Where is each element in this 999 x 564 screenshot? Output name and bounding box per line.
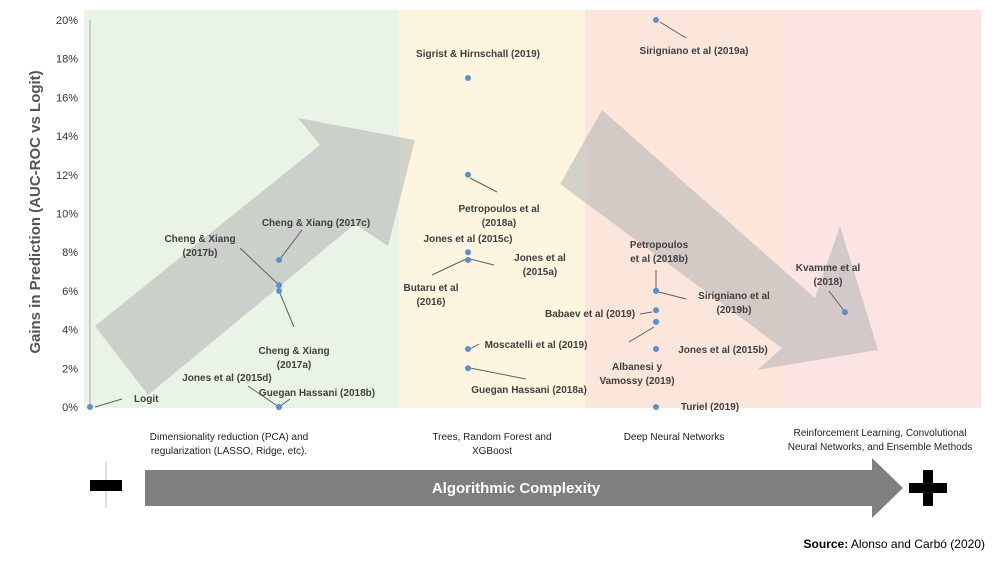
point-label: Sigrist & Hirnschall (2019)	[416, 49, 540, 60]
source-text: Alonso and Carbó (2020)	[850, 537, 985, 551]
category-label: Reinforcement Learning, Convolutional Neu…	[788, 428, 973, 453]
point-label: Jones et al (2015c)	[424, 234, 513, 245]
point-label: Guegan Hassani (2018a)	[471, 385, 587, 396]
leader-line	[469, 343, 480, 350]
y-tick-label: 10%	[56, 209, 78, 221]
point-label: Petropoulos et al (2018a)	[458, 204, 539, 229]
category-label: Dimensionality reduction (PCA) and regula…	[150, 432, 308, 457]
point-label: Sirigniano et al (2019b)	[698, 291, 770, 316]
point-labels: Logit Jones et al (2015d) Guegan Hassani (…	[134, 46, 860, 413]
complexity-arrow	[145, 458, 903, 518]
data-point	[653, 17, 659, 23]
data-point	[653, 404, 659, 410]
y-axis: 0% 2% 4% 6% 8% 10% 12% 14% 16% 18% 20%	[56, 15, 91, 414]
point-label: Jones et al (2015d)	[182, 373, 271, 384]
data-point	[276, 404, 282, 410]
complexity-axis: Algorithmic Complexity	[90, 458, 947, 518]
data-point	[653, 307, 659, 314]
leader-line	[828, 290, 846, 313]
point-label: Moscatelli et al (2019)	[485, 340, 588, 351]
complexity-arrow-label: Algorithmic Complexity	[432, 480, 601, 497]
deco-arrow-right	[560, 110, 878, 370]
leader-lines	[94, 21, 846, 408]
data-point	[465, 256, 471, 263]
point-label: Turiel (2019)	[681, 402, 739, 413]
source-label: Source:	[803, 537, 849, 551]
leader-line	[628, 326, 655, 343]
data-point	[465, 75, 471, 82]
data-point	[276, 256, 282, 263]
category-label: Trees, Random Forest and XGBoost	[432, 432, 551, 457]
y-tick-label: 18%	[56, 54, 78, 66]
data-point	[842, 309, 848, 316]
y-tick-label: 14%	[56, 131, 78, 143]
point-label: Babaev et al (2019)	[545, 309, 635, 320]
leader-line	[469, 258, 495, 266]
y-tick-label: 20%	[56, 15, 78, 27]
leader-line	[278, 290, 295, 328]
y-tick-label: 12%	[56, 170, 78, 182]
deco-arrow-left	[95, 118, 415, 395]
y-axis-label: Gains in Prediction (AUC-ROC vs Logit)	[27, 70, 44, 353]
source-note: Source: Alonso and Carbó (2020)	[804, 537, 985, 551]
data-point	[87, 404, 93, 410]
point-label: Guegan Hassani (2018b)	[259, 388, 375, 399]
leader-line	[639, 311, 653, 315]
category-labels: Dimensionality reduction (PCA) and regula…	[150, 428, 972, 457]
leader-line	[431, 258, 467, 276]
point-label: Cheng & Xiang (2017b)	[164, 234, 235, 259]
leader-line	[279, 229, 303, 260]
y-tick-label: 16%	[56, 92, 78, 104]
leader-line	[658, 291, 687, 300]
leader-line	[94, 398, 123, 408]
decorative-arrows	[95, 110, 878, 395]
y-tick-label: 2%	[62, 363, 78, 375]
point-label: Cheng & Xiang (2017a)	[258, 346, 329, 371]
plus-sign-v	[923, 470, 933, 506]
leader-line	[239, 247, 280, 286]
point-label: Butaru et al (2016)	[403, 283, 458, 308]
leader-line	[469, 367, 527, 380]
y-tick-label: 4%	[62, 325, 78, 337]
leader-line	[469, 177, 498, 193]
y-tick-label: 6%	[62, 286, 78, 298]
data-point	[465, 345, 471, 352]
leader-line	[659, 21, 687, 39]
leader-line	[247, 385, 280, 408]
point-label: Sirigniano et al (2019a)	[640, 46, 749, 57]
point-label: Cheng & Xiang (2017c)	[262, 218, 370, 229]
data-point	[465, 171, 471, 178]
region-2	[399, 10, 585, 408]
point-label: Jones et al (2015a)	[514, 253, 566, 278]
data-point	[276, 282, 282, 289]
y-tick-label: 0%	[62, 402, 78, 414]
y-tick-label: 8%	[62, 247, 78, 259]
data-point	[465, 365, 471, 372]
point-label: Albanesi y Vamossy (2019)	[599, 362, 674, 387]
point-label: Petropoulos et al (2018b)	[630, 240, 689, 265]
point-label: Logit	[134, 394, 159, 405]
data-points	[87, 17, 848, 410]
point-label: Kvamme et al (2018)	[796, 263, 861, 288]
category-label: Deep Neural Networks	[624, 432, 725, 443]
point-label: Jones et al (2015b)	[678, 345, 767, 356]
data-point	[653, 287, 659, 294]
data-point	[653, 318, 659, 325]
minus-sign	[90, 480, 122, 491]
data-point	[276, 287, 282, 294]
data-point	[653, 345, 659, 352]
data-point	[465, 249, 471, 256]
